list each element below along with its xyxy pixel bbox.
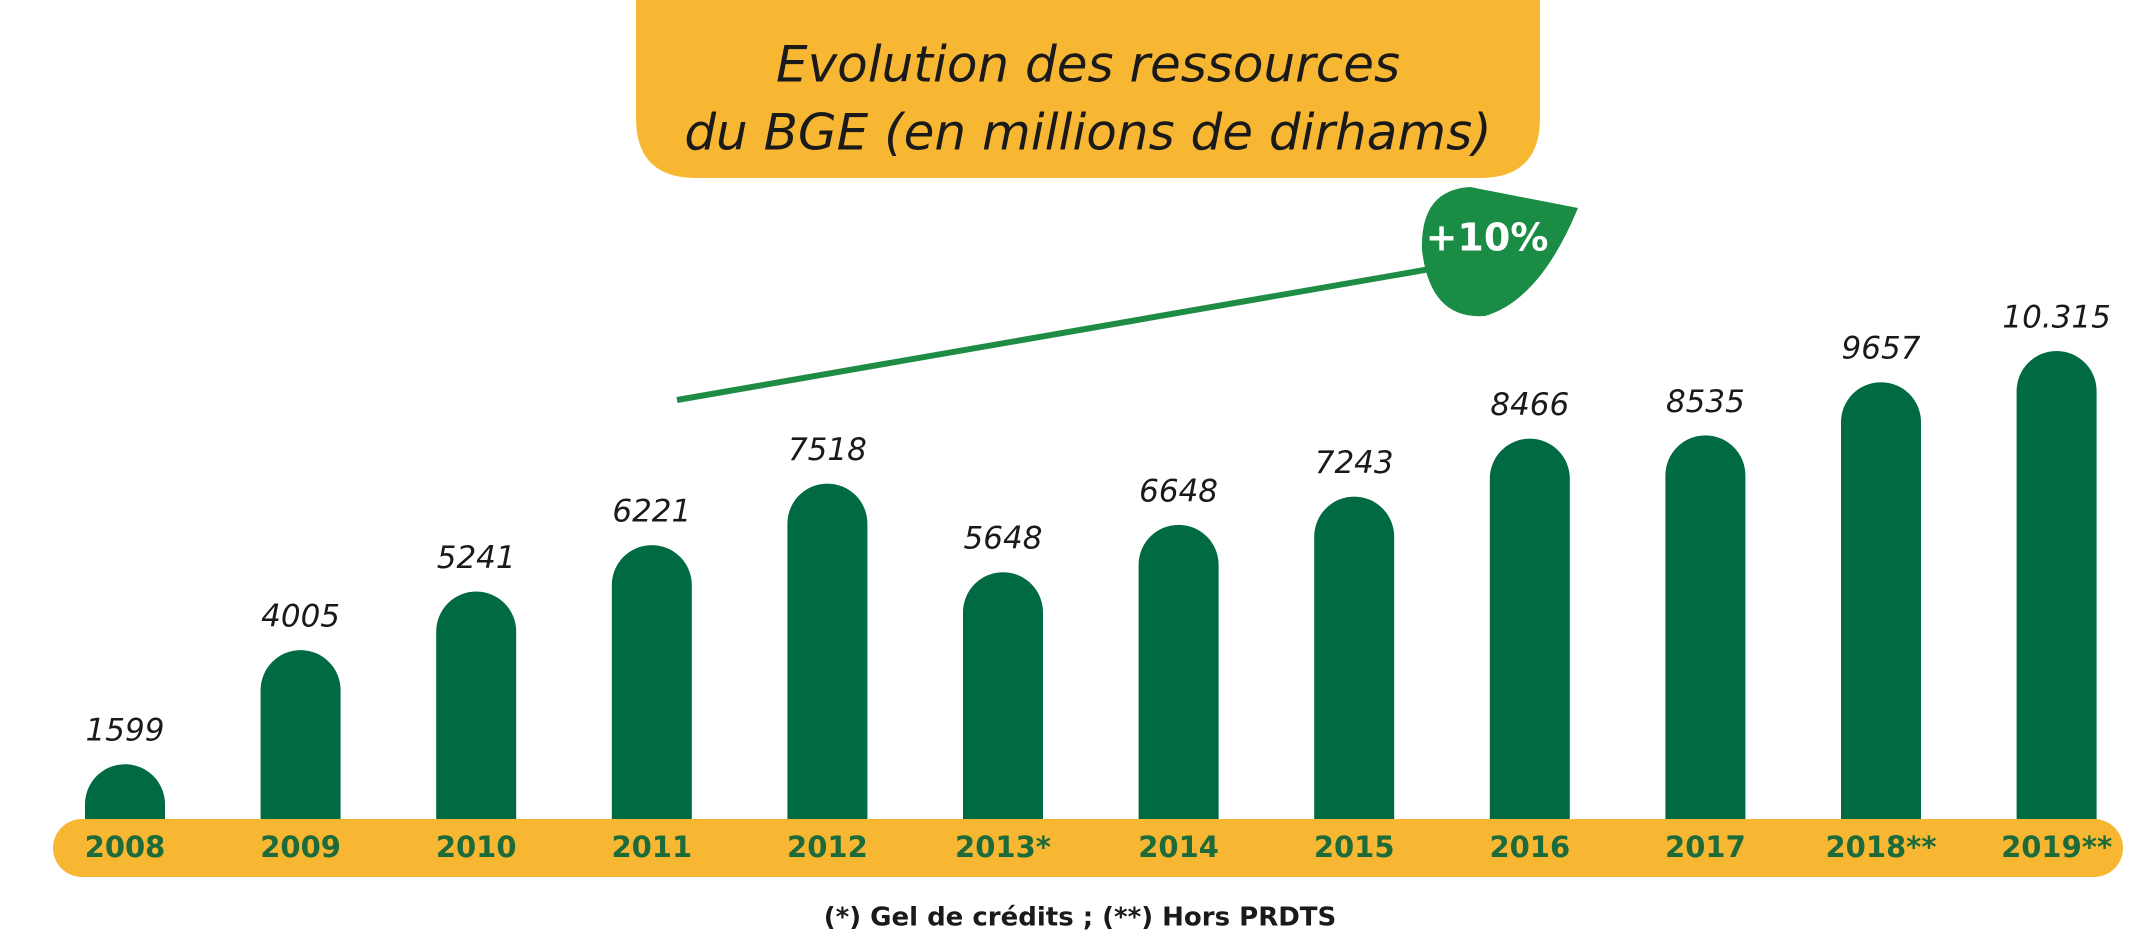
- bar: [1489, 438, 1570, 840]
- bar: [1665, 435, 1746, 840]
- x-tick-label: 2010: [436, 830, 517, 864]
- value-label: 5241: [437, 540, 516, 576]
- bar: [2016, 350, 2097, 840]
- title-box: [636, 0, 1540, 178]
- value-label: 5648: [964, 521, 1043, 557]
- x-tick-label: 2018**: [1825, 830, 1936, 864]
- value-label: 1599: [86, 713, 165, 749]
- leaf: [1421, 187, 1578, 317]
- value-label: 8466: [1490, 387, 1569, 423]
- value-label: 7243: [1315, 445, 1394, 481]
- bar: [1138, 524, 1219, 840]
- bar: [611, 545, 692, 840]
- x-tick-label: 2013*: [955, 830, 1051, 864]
- x-tick-label: 2017: [1665, 830, 1746, 864]
- x-tick-label: 2014: [1138, 830, 1219, 864]
- x-tick-label: 2011: [611, 830, 692, 864]
- x-tick-label: 2008: [85, 830, 166, 864]
- bar: [260, 650, 341, 840]
- x-tick-label: 2009: [260, 830, 341, 864]
- x-tick-label: 2012: [787, 830, 868, 864]
- x-tick-label: 2015: [1314, 830, 1395, 864]
- bar: [963, 572, 1043, 840]
- value-label: 4005: [261, 599, 340, 635]
- chart-title: du BGE (en millions de dirhams): [684, 104, 1491, 162]
- bar: [787, 483, 868, 840]
- trend-arrow: [676, 265, 1437, 403]
- value-label: 6221: [612, 494, 691, 530]
- value-label: 9657: [1842, 331, 1921, 367]
- category-strip: [53, 819, 2123, 877]
- bar: [1314, 496, 1395, 840]
- footnote: (*) Gel de crédits ; (**) Hors PRDTS: [824, 903, 1337, 933]
- value-label: 7518: [788, 432, 867, 468]
- value-label: 8535: [1666, 384, 1745, 420]
- chart-title: Evolution des ressources: [776, 36, 1400, 94]
- x-tick-label: 2016: [1489, 830, 1570, 864]
- bar: [436, 591, 517, 840]
- value-label: 6648: [1139, 473, 1218, 509]
- annotation: +10%: [1426, 216, 1549, 260]
- value-label: 10.315: [2002, 300, 2110, 336]
- bar: [1841, 382, 1921, 840]
- x-tick-label: 2019**: [2001, 830, 2112, 864]
